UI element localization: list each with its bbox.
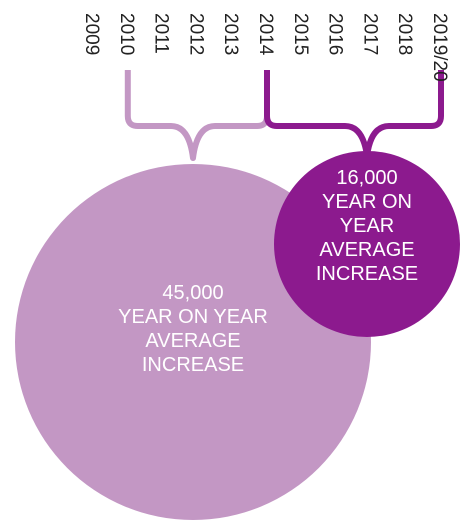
year-tick-label: 2013 <box>220 13 241 55</box>
year-tick-label: 2010 <box>116 13 137 55</box>
year-tick-label: 2018 <box>394 13 415 55</box>
bubble-value-label: 16,000 <box>336 167 397 189</box>
year-tick-label: 2014 <box>255 13 276 56</box>
bubble-caption-line: INCREASE <box>142 354 244 376</box>
year-tick-label: 2015 <box>290 13 311 55</box>
bubble-caption-line: YEAR <box>340 215 394 237</box>
bubble-caption-line: YEAR ON YEAR <box>118 306 268 328</box>
year-axis: 2009 2010 2011 2012 2013 2014 2015 2016 2017 2018… <box>81 13 450 82</box>
period-bubble <box>274 151 460 337</box>
year-tick-label: 2016 <box>325 13 346 55</box>
year-tick-label: 2012 <box>185 13 206 55</box>
bubble-value-label: 45,000 <box>162 282 223 304</box>
period-bracket <box>264 70 444 159</box>
year-tick-label: 2011 <box>151 13 172 54</box>
period-brackets <box>124 70 444 161</box>
bubble-caption-line: YEAR ON <box>322 191 412 213</box>
year-tick-label: 2009 <box>81 13 102 55</box>
period-bracket <box>124 70 270 161</box>
bubble-caption-line: AVERAGE <box>319 239 414 261</box>
bubble-caption-line: AVERAGE <box>145 330 240 352</box>
bubble-caption-line: INCREASE <box>316 263 418 285</box>
year-tick-label: 2017 <box>359 13 380 55</box>
year-tick-label: 2019/20 <box>429 13 450 82</box>
